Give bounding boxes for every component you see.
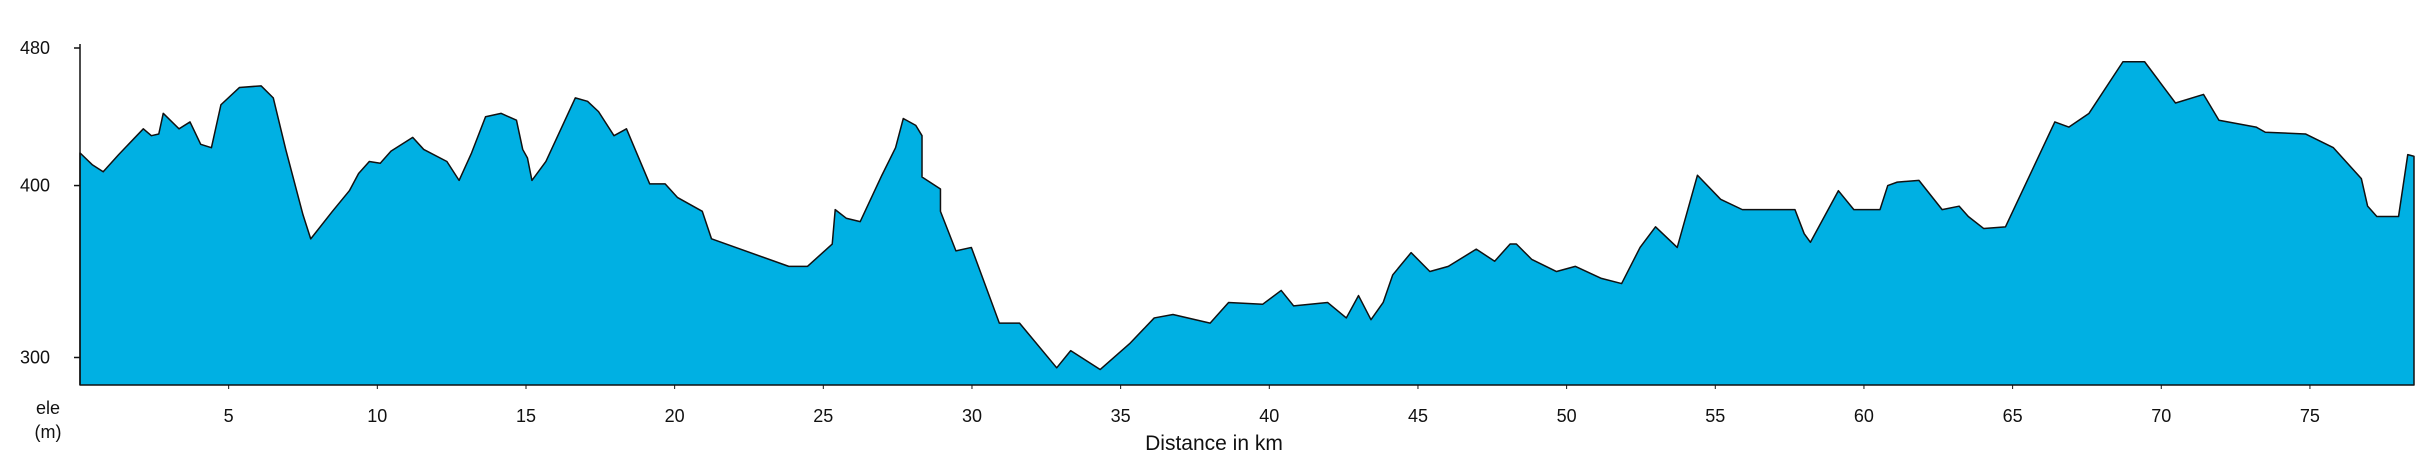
y-tick-label: 300 [20, 347, 50, 367]
y-axis-title: (m) [35, 422, 62, 442]
x-tick-label: 40 [1259, 406, 1279, 426]
x-tick-label: 10 [367, 406, 387, 426]
x-tick-label: 65 [2003, 406, 2023, 426]
x-tick-label: 15 [516, 406, 536, 426]
x-tick-label: 25 [813, 406, 833, 426]
x-tick-label: 45 [1408, 406, 1428, 426]
y-tick-label: 400 [20, 176, 50, 196]
elevation-area [79, 61, 2415, 386]
x-tick-label: 35 [1111, 406, 1131, 426]
y-tick-label: 480 [20, 38, 50, 58]
x-axis-title: Distance in km [1145, 432, 1283, 455]
x-tick-label: 50 [1557, 406, 1577, 426]
x-tick-label: 20 [665, 406, 685, 426]
y-axis-title: ele [36, 398, 60, 418]
x-tick-label: 30 [962, 406, 982, 426]
x-tick-label: 60 [1854, 406, 1874, 426]
x-tick-label: 75 [2300, 406, 2320, 426]
x-tick-label: 70 [2151, 406, 2171, 426]
x-tick-label: 55 [1705, 406, 1725, 426]
x-tick-label: 5 [224, 406, 234, 426]
